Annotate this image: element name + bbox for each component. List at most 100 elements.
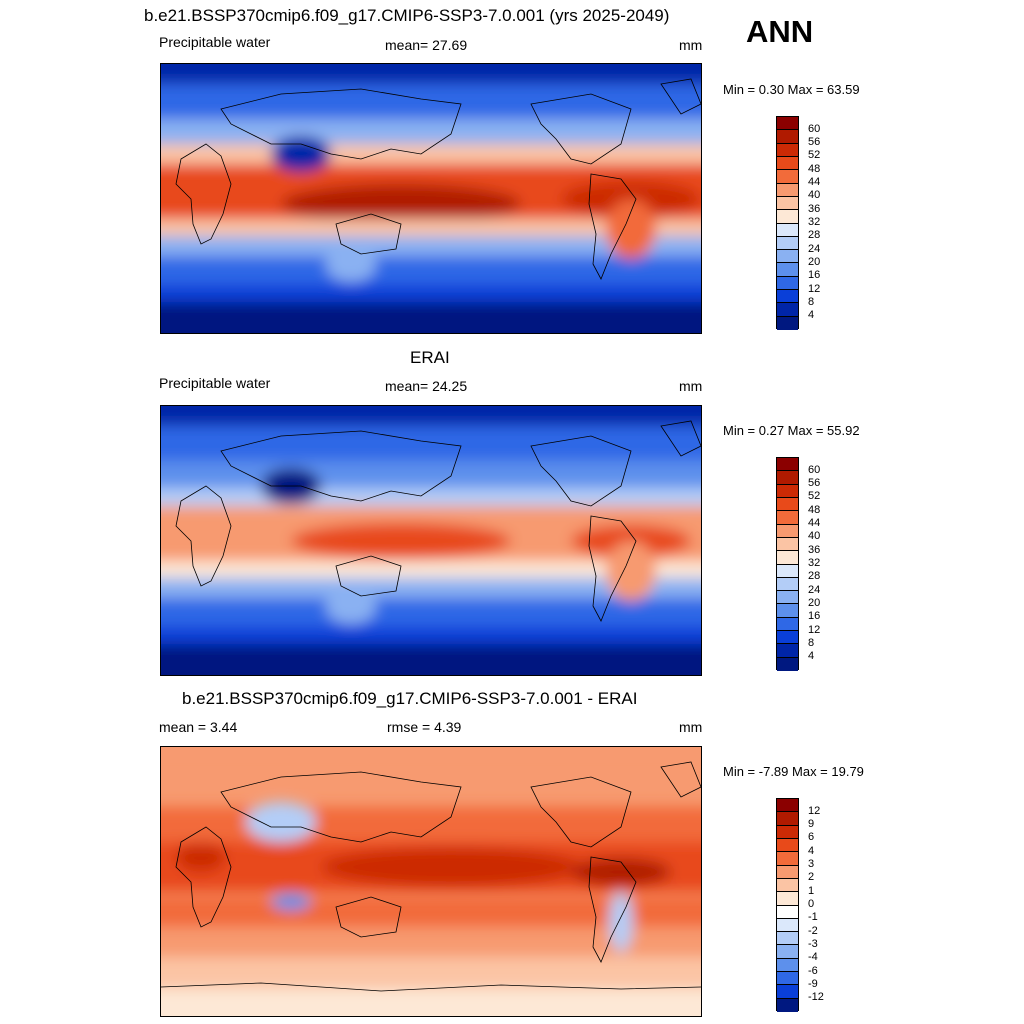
panel-2-mean-label: mean= 24.25 (385, 378, 468, 394)
colorbar-swatch (777, 250, 798, 264)
colorbar-tick-label: 36 (808, 543, 821, 556)
colorbar-swatch (777, 143, 798, 157)
colorbar-swatch (777, 878, 798, 893)
colorbar-tick-label: 48 (808, 162, 821, 175)
panel-3-colorbar (776, 798, 799, 1012)
colorbar-tick-label: 40 (808, 530, 821, 543)
colorbar-tick-label: 20 (808, 255, 821, 268)
colorbar-tick-label: 44 (808, 517, 821, 530)
colorbar-swatch (777, 316, 798, 330)
colorbar-swatch (777, 564, 798, 578)
colorbar-swatch (777, 484, 798, 498)
panel-1-minmax: Min = 0.30 Max = 63.59 (723, 82, 860, 97)
colorbar-tick-label: 32 (808, 216, 821, 228)
colorbar-swatch (777, 604, 798, 618)
colorbar-tick-label: 36 (808, 202, 821, 215)
colorbar-tick-label: 16 (808, 269, 821, 282)
panel-2-title: ERAI (410, 348, 450, 367)
colorbar-swatch (777, 972, 798, 986)
colorbar-tick-label: -4 (808, 951, 818, 964)
colorbar-swatch (777, 117, 798, 131)
colorbar-tick-label: 56 (808, 136, 821, 149)
colorbar-tick-label: 24 (808, 242, 821, 255)
colorbar-swatch (777, 524, 798, 538)
colorbar-swatch (777, 998, 798, 1012)
colorbar-tick-label: 40 (808, 189, 821, 202)
colorbar-swatch (777, 852, 798, 866)
panel-1-map (160, 63, 702, 334)
colorbar-tick-label: 4 (808, 309, 815, 322)
colorbar-tick-label: 8 (808, 295, 815, 308)
colorbar-swatch (777, 631, 798, 645)
panel-3-units-label: mm (679, 719, 703, 735)
panel-3-minmax: Min = -7.89 Max = 19.79 (723, 764, 864, 779)
colorbar-tick-label: 32 (808, 557, 821, 569)
colorbar-tick-label: 60 (808, 122, 821, 135)
colorbar-tick-label: 12 (808, 623, 821, 636)
colorbar-tick-label: 0 (808, 898, 815, 910)
colorbar-tick-label: 1 (808, 884, 815, 897)
colorbar-tick-label: 2 (808, 871, 815, 884)
panel-1-colorbar (776, 116, 799, 330)
colorbar-swatch (777, 838, 798, 853)
panel-2-units-label: mm (679, 378, 703, 394)
colorbar-swatch (777, 932, 798, 946)
colorbar-swatch (777, 644, 798, 658)
colorbar-swatch (777, 892, 798, 906)
colorbar-swatch (777, 290, 798, 304)
panel-1-mean-label: mean= 27.69 (385, 37, 468, 53)
colorbar-swatch (777, 263, 798, 277)
colorbar-tick-label: 16 (808, 610, 821, 623)
colorbar-tick-label: 56 (808, 477, 821, 490)
colorbar-tick-label: 48 (808, 503, 821, 516)
colorbar-tick-label: 9 (808, 818, 815, 831)
panel-3-title: b.e21.BSSP370cmip6.f09_g17.CMIP6-SSP3-7.… (182, 689, 638, 708)
colorbar-tick-label: 4 (808, 844, 815, 857)
colorbar-swatch (777, 210, 798, 224)
colorbar-swatch (777, 276, 798, 291)
colorbar-tick-label: 24 (808, 583, 821, 596)
panel-1-variable-label: Precipitable water (159, 34, 271, 50)
colorbar-swatch (777, 918, 798, 933)
colorbar-swatch (777, 183, 798, 197)
colorbar-swatch (777, 196, 798, 211)
panel-2-map (160, 405, 702, 676)
colorbar-swatch (777, 577, 798, 592)
panel-3-rmse-label: rmse = 4.39 (387, 719, 462, 735)
colorbar-swatch (777, 130, 798, 144)
colorbar-tick-label: 60 (808, 463, 821, 476)
colorbar-swatch (777, 945, 798, 959)
colorbar-swatch (777, 458, 798, 472)
colorbar-swatch (777, 799, 798, 813)
colorbar-swatch (777, 617, 798, 632)
colorbar-tick-label: 12 (808, 282, 821, 295)
colorbar-swatch (777, 958, 798, 973)
colorbar-tick-label: -6 (808, 964, 818, 977)
colorbar-tick-label: 20 (808, 596, 821, 609)
colorbar-tick-label: 28 (808, 229, 821, 242)
panel-1-units-label: mm (679, 37, 703, 53)
colorbar-tick-label: -12 (808, 991, 824, 1004)
colorbar-tick-label: 28 (808, 570, 821, 583)
colorbar-tick-label: 8 (808, 636, 815, 649)
panel-2-variable-label: Precipitable water (159, 375, 271, 391)
colorbar-tick-label: 12 (808, 804, 821, 817)
colorbar-swatch (777, 657, 798, 671)
panel-3-mean-label: mean = 3.44 (159, 719, 238, 735)
colorbar-swatch (777, 236, 798, 251)
season-label: ANN (746, 14, 814, 49)
panel-2-minmax: Min = 0.27 Max = 55.92 (723, 423, 860, 438)
panel-2-colorbar (776, 457, 799, 671)
colorbar-tick-label: 52 (808, 490, 821, 503)
panel-3-map (160, 746, 702, 1017)
colorbar-tick-label: -2 (808, 924, 818, 937)
colorbar-swatch (777, 497, 798, 512)
colorbar-swatch (777, 551, 798, 565)
colorbar-tick-label: 4 (808, 650, 815, 663)
colorbar-tick-label: 52 (808, 149, 821, 162)
colorbar-swatch (777, 865, 798, 879)
colorbar-swatch (777, 985, 798, 999)
colorbar-swatch (777, 812, 798, 826)
colorbar-swatch (777, 537, 798, 552)
colorbar-swatch (777, 471, 798, 485)
